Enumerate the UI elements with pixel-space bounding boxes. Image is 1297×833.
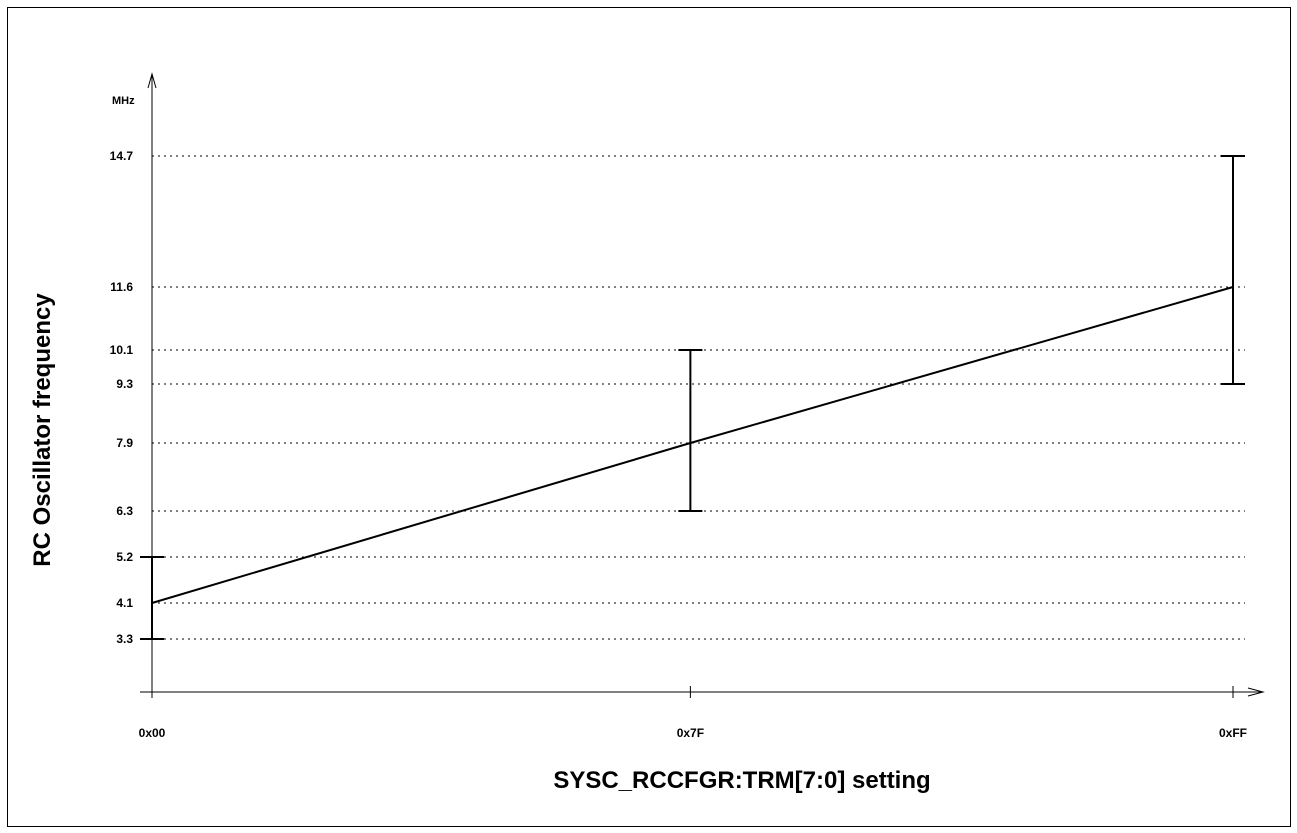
y-tick-label: 4.1 — [116, 596, 133, 610]
x-tick-label: 0x7F — [677, 726, 704, 740]
y-axis-arrow — [147, 72, 157, 89]
y-tick-label: 3.3 — [116, 632, 133, 646]
typical-line — [151, 286, 1234, 604]
x-axis-arrow — [1247, 687, 1265, 697]
y-tick-label: 5.2 — [116, 550, 133, 564]
y-tick-label: 11.6 — [110, 280, 133, 294]
x-axis-title: SYSC_RCCFGR:TRM[7:0] setting — [553, 767, 930, 794]
y-tick-label: 7.9 — [116, 436, 133, 450]
y-unit-label: MHz — [112, 95, 135, 107]
y-tick-label: 6.3 — [116, 504, 133, 518]
chart-frame — [7, 7, 1291, 827]
grid-layer — [152, 155, 1245, 640]
axes-layer — [140, 72, 1265, 698]
x-tick-label: 0xFF — [1219, 726, 1247, 740]
y-tick-label: 10.1 — [110, 343, 134, 357]
x-tick-labels: 0x00 0x7F 0xFF — [139, 726, 1247, 740]
y-axis-title: RC Oscillator frequency — [29, 293, 56, 567]
x-tick-label: 0x00 — [139, 726, 166, 740]
y-tick-label: 9.3 — [116, 377, 133, 391]
y-tick-labels: 3.3 4.1 5.2 6.3 7.9 9.3 10.1 11.6 14.7 — [110, 149, 134, 646]
series-layer — [140, 155, 1245, 640]
y-tick-label: 14.7 — [110, 149, 134, 163]
